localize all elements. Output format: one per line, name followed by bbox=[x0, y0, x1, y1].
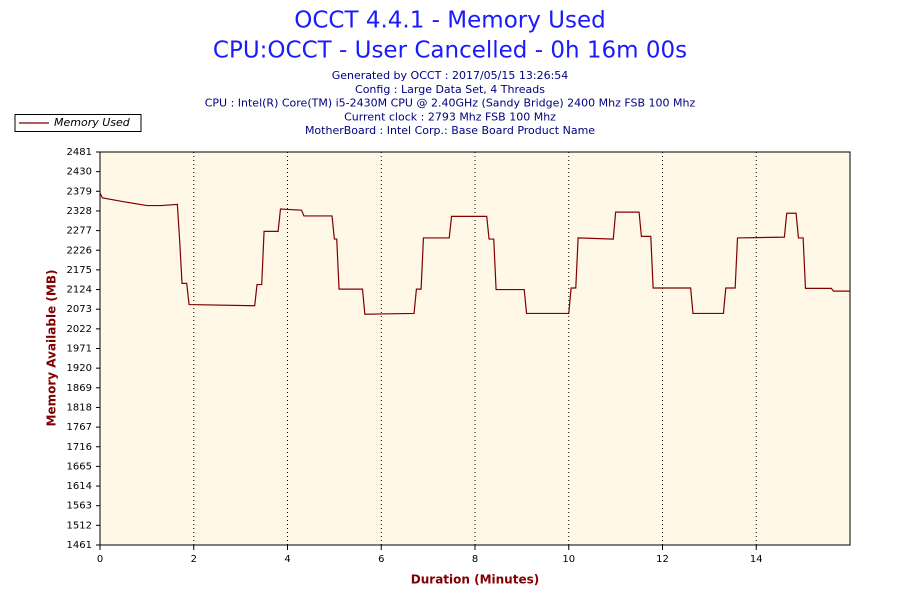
legend-label: Memory Used bbox=[54, 116, 131, 129]
info-line: Config : Large Data Set, 4 Threads bbox=[355, 83, 545, 96]
info-line: MotherBoard : Intel Corp.: Base Board Pr… bbox=[305, 124, 595, 137]
y-tick-label: 1665 bbox=[67, 461, 92, 472]
y-tick-label: 2430 bbox=[67, 167, 92, 178]
info-line: Current clock : 2793 Mhz FSB 100 Mhz bbox=[344, 110, 556, 123]
y-tick-label: 1512 bbox=[67, 520, 92, 531]
y-tick-label: 1716 bbox=[67, 442, 92, 453]
x-tick-label: 8 bbox=[472, 554, 478, 565]
y-tick-label: 2226 bbox=[67, 245, 92, 256]
y-tick-label: 2379 bbox=[67, 186, 92, 197]
y-tick-label: 1920 bbox=[67, 363, 92, 374]
x-tick-label: 14 bbox=[750, 554, 763, 565]
y-tick-label: 2022 bbox=[67, 324, 92, 335]
data-line bbox=[99, 192, 850, 315]
chart-subtitle: CPU:OCCT - User Cancelled - 0h 16m 00s bbox=[213, 38, 687, 64]
y-tick-label: 1461 bbox=[67, 540, 92, 551]
legend-box bbox=[14, 114, 142, 132]
x-tick-label: 12 bbox=[656, 554, 669, 565]
y-tick-label: 1971 bbox=[67, 344, 92, 355]
y-tick-label: 1563 bbox=[67, 501, 92, 512]
chart-title: OCCT 4.4.1 - Memory Used bbox=[294, 8, 605, 34]
x-tick-label: 6 bbox=[378, 554, 384, 565]
x-tick-label: 10 bbox=[562, 554, 575, 565]
x-axis-label: Duration (Minutes) bbox=[411, 573, 539, 587]
y-tick-label: 1614 bbox=[67, 481, 92, 492]
y-tick-label: 2328 bbox=[67, 206, 92, 217]
y-tick-label: 2175 bbox=[67, 265, 92, 276]
info-line: Generated by OCCT : 2017/05/15 13:26:54 bbox=[332, 69, 569, 82]
y-tick-label: 1767 bbox=[67, 422, 92, 433]
x-tick-label: 2 bbox=[191, 554, 197, 565]
x-tick-label: 0 bbox=[97, 554, 103, 565]
x-tick-label: 4 bbox=[284, 554, 290, 565]
info-line: CPU : Intel(R) Core(TM) i5-2430M CPU @ 2… bbox=[205, 97, 696, 110]
y-tick-label: 1869 bbox=[67, 383, 92, 394]
y-tick-label: 1818 bbox=[67, 402, 92, 413]
y-axis-label: Memory Available (MB) bbox=[45, 270, 59, 427]
y-tick-label: 2277 bbox=[67, 226, 92, 237]
y-tick-label: 2124 bbox=[67, 285, 92, 296]
y-tick-label: 2073 bbox=[67, 304, 92, 315]
y-tick-label: 2481 bbox=[67, 147, 92, 158]
